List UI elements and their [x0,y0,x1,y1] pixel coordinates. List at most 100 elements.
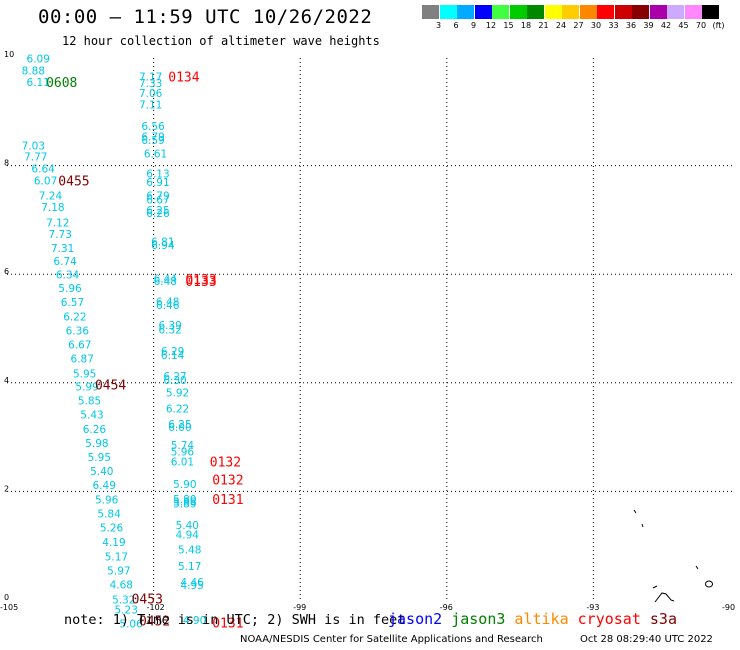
wave-height-value: 6.26 [83,424,107,436]
map-grid [7,58,735,600]
legend-swatch [457,5,474,19]
wave-height-value: 5.88 [173,497,196,509]
wave-height-value: 6.25 [146,205,169,217]
wave-height-value: 6.56 [141,121,165,133]
wave-height-value: 6.22 [63,311,86,323]
wave-height-value: 4.94 [176,530,200,542]
wave-height-value: 5.48 [178,544,201,556]
wave-height-value: 5.17 [178,561,201,573]
legend-label: 33 [608,21,619,30]
legend-swatch [579,5,597,19]
wave-height-value: 6.07 [34,176,57,188]
wave-height-value: 5.26 [100,523,124,535]
legend-swatch [422,5,439,19]
pass-time-label: 0134 [168,70,199,85]
wave-height-value: 5.99 [75,381,98,393]
x-tick-label: -105 [0,603,18,612]
legend-label: 6 [453,21,459,30]
satellite-name: s3a [640,610,677,628]
wave-height-value: 5.40 [176,520,199,532]
legend-swatch [544,5,562,19]
pass-time-label: 0131 [212,493,243,508]
x-tick-label: -93 [586,603,599,612]
wave-height-value: 4.19 [102,537,125,549]
generated-timestamp: Oct 28 08:29:40 UTC 2022 [580,634,713,645]
wave-height-value: 6.81 [151,236,174,248]
island-shape [705,580,713,588]
observation-labels: 6.098.886.11 7.037.776.646.07 7.247.18 7.12… [22,53,244,631]
wave-height-value: 5.32 [112,594,135,606]
legend-swatch [509,5,527,19]
wave-height-value: 5.95 [88,452,111,464]
legend-swatch [562,5,579,19]
wave-height-value: 4.68 [110,580,133,592]
page-subtitle: 12 hour collection of altimeter wave hei… [62,34,380,48]
wave-height-value: 5.96 [171,447,195,459]
wave-height-value: 7.11 [139,100,162,112]
wave-height-value: 7.77 [24,152,47,164]
legend-label: 27 [573,21,584,30]
pass-time-label: 0608 [46,76,77,91]
wave-height-value: 6.49 [93,480,116,492]
wave-height-value: 7.12 [46,217,69,229]
wave-height-value: 5.97 [107,565,130,577]
legend-label: 36 [625,21,637,30]
wave-height-value: 5.96 [95,494,119,506]
wave-height-value: 5.90 [173,479,196,491]
y-tick-label: 6 [4,267,9,276]
wave-height-value: 6.11 [27,77,50,89]
wave-height-value: 7.06 [139,88,163,100]
wave-height-value: 7.17 [139,71,162,83]
wave-height-value: 6.30 [163,375,186,387]
wave-height-value: 8.88 [22,65,45,77]
legend-label: 21 [538,21,549,30]
y-tick-label: 2 [4,484,9,493]
legend-label: 42 [660,21,672,30]
legend-swatch [597,5,614,19]
legend-label: 3 [435,21,442,30]
x-tick-label: -90 [722,603,735,612]
wave-height-value: 4.46 [180,577,204,589]
wave-height-value: 6.46 [156,300,180,312]
island-shape [695,565,699,570]
wave-height-value: 5.95 [73,368,96,380]
legend-swatch [614,5,632,19]
wave-height-value: 6.26 [146,208,170,220]
wave-height-value: 4.90 [183,615,206,627]
y-tick-label: 0 [4,593,9,602]
pass-time-label: 0132 [210,455,241,470]
satellite-legend: jason2 jason3 altika cryosat s3a [388,610,677,628]
note-text: note: 1) Time is in UTC; 2) SWH is in fe… [64,612,406,628]
wave-height-value: 7.24 [39,190,63,202]
legend-label: 30 [590,21,602,30]
island-shape [652,585,658,589]
wave-height-value: 6.48 [156,297,179,309]
legend-swatch [632,5,649,19]
wave-height-value: 6.61 [144,148,167,160]
x-tick-label: -96 [440,603,453,612]
wave-height-value: 6.87 [71,354,94,366]
legend-label: 18 [520,21,532,30]
island-shape [654,592,675,603]
wave-height-value: 7.73 [49,229,72,241]
pass-time-label: 0133 [185,275,216,290]
page-title: 00:00 – 11:59 UTC 10/26/2022 [38,6,373,28]
wave-height-value: 6.44 [154,273,178,285]
wave-height-value: 6.74 [53,256,77,268]
wave-height-value: 6.94 [151,240,175,252]
wave-height-value: 6.22 [166,404,189,416]
wave-height-value: 4.95 [180,580,203,592]
y-tick-label: 8 [4,159,9,168]
pass-time-label: 0454 [95,378,126,393]
pass-time-label: 0455 [58,175,89,190]
pass-time-label: 0131 [212,617,243,632]
wave-height-value: 6.27 [163,371,186,383]
wave-height-value: 6.14 [161,350,185,362]
legend-swatch [492,5,509,19]
y-tick-label: 10 [4,50,14,59]
legend-label: 12 [485,21,497,30]
wave-height-value: 6.79 [146,190,169,202]
wave-height-value: 7.33 [139,78,162,90]
wave-height-value: 6.67 [146,195,169,207]
legend-swatch [439,5,457,19]
